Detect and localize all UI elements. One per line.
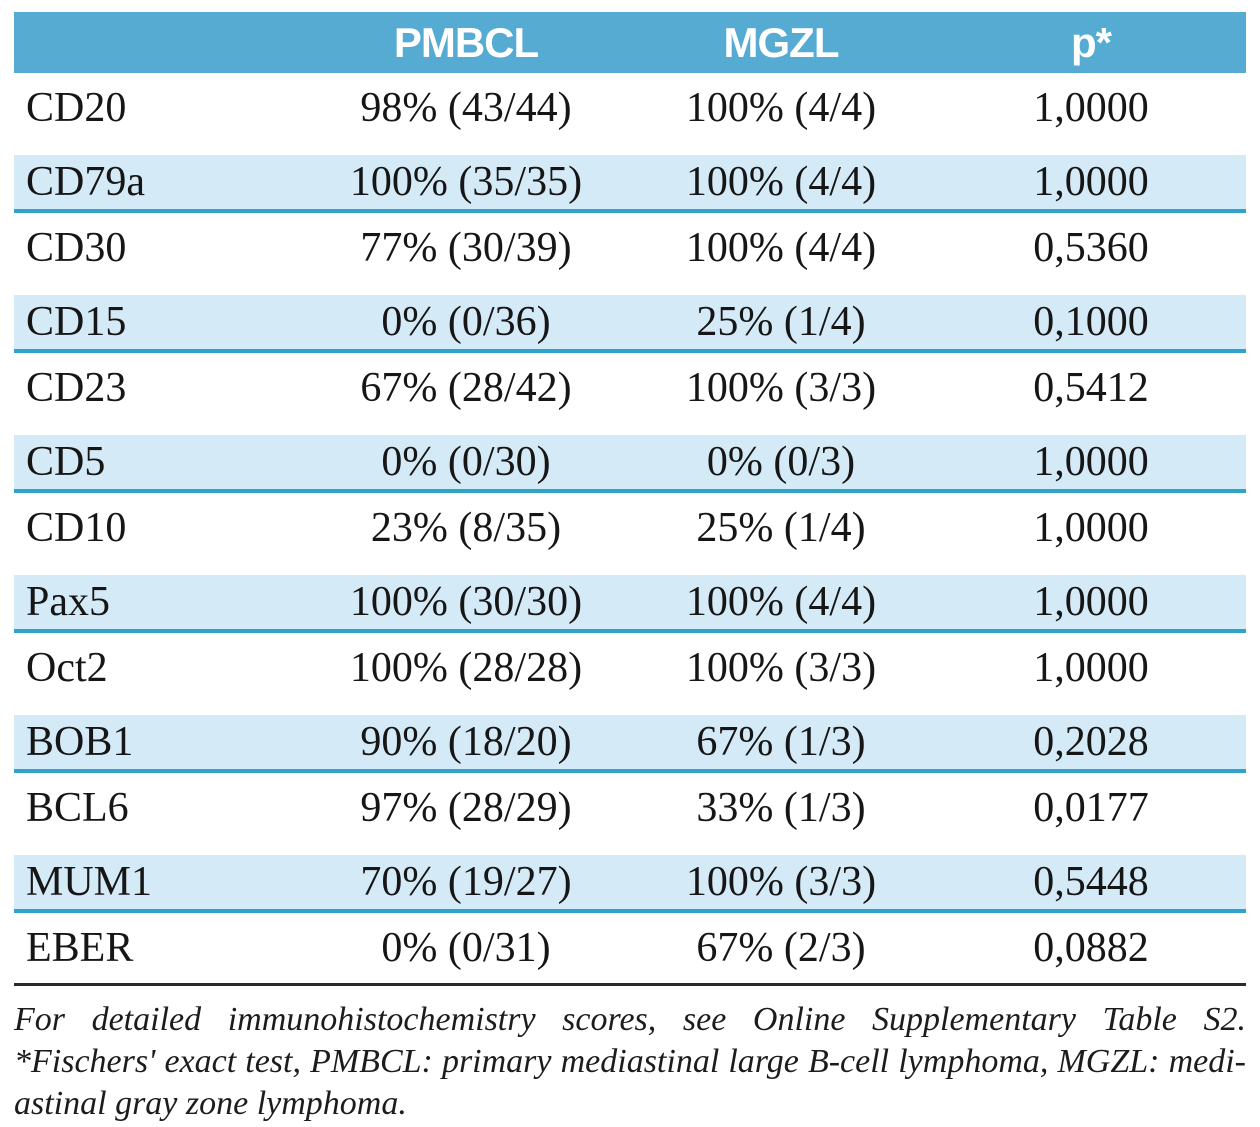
cell-p-value: 0,0177 <box>1033 785 1149 831</box>
row-label: Pax5 <box>26 579 110 625</box>
table-row: BOB1 90% (18/20) 67% (1/3) 0,2028 <box>14 703 1246 773</box>
column-header-mgzl: MGZL <box>723 18 840 66</box>
cell-pmbcl: 0% (0/31) <box>381 925 551 971</box>
row-label: Oct2 <box>26 645 108 691</box>
cell-p-value: 1,0000 <box>1033 579 1149 625</box>
cell-pmbcl: 100% (28/28) <box>349 645 583 691</box>
cell-p-value: 1,0000 <box>1033 645 1149 691</box>
cell-pmbcl: 0% (0/30) <box>381 439 551 485</box>
cell-pmbcl: 98% (43/44) <box>360 85 572 131</box>
cell-pmbcl: 70% (19/27) <box>360 859 572 905</box>
row-label: CD10 <box>26 505 127 551</box>
footnote-line-2: *Fischers' exact test, PMBCL: primary me… <box>14 1043 1246 1080</box>
cell-pmbcl: 97% (28/29) <box>360 785 572 831</box>
table-row: MUM1 70% (19/27) 100% (3/3) 0,5448 <box>14 843 1246 913</box>
table-row: CD23 67% (28/42) 100% (3/3) 0,5412 <box>14 353 1246 423</box>
cell-p-value: 0,5448 <box>1033 859 1149 905</box>
table-row: BCL6 97% (28/29) 33% (1/3) 0,0177 <box>14 773 1246 843</box>
table-row: CD5 0% (0/30) 0% (0/3) 1,0000 <box>14 423 1246 493</box>
table-footnote: For detailed immunohistochemistry scores… <box>14 986 1246 1125</box>
cell-pmbcl: 0% (0/36) <box>381 299 551 345</box>
cell-mgzl: 0% (0/3) <box>706 439 856 485</box>
cell-p-value: 1,0000 <box>1033 159 1149 205</box>
row-label: CD15 <box>26 299 127 345</box>
cell-p-value: 0,0882 <box>1033 925 1149 971</box>
column-header-p-value: p* <box>1071 18 1112 66</box>
cell-pmbcl: 67% (28/42) <box>360 365 572 411</box>
cell-pmbcl: 23% (8/35) <box>370 505 562 551</box>
table-row: CD15 0% (0/36) 25% (1/4) 0,1000 <box>14 283 1246 353</box>
cell-mgzl: 100% (4/4) <box>685 159 877 205</box>
row-label: CD23 <box>26 365 127 411</box>
table-header-row: PMBCL MGZL p* <box>14 12 1246 73</box>
row-label: MUM1 <box>26 859 153 905</box>
cell-pmbcl: 100% (30/30) <box>349 579 583 625</box>
table-body: CD20 98% (43/44) 100% (4/4) 1,0000 CD79a 100%… <box>14 73 1246 983</box>
cell-mgzl: 100% (3/3) <box>685 365 877 411</box>
table-row: CD10 23% (8/35) 25% (1/4) 1,0000 <box>14 493 1246 563</box>
row-label: CD79a <box>26 159 145 205</box>
row-label: EBER <box>26 925 134 971</box>
cell-pmbcl: 77% (30/39) <box>360 225 572 271</box>
table-row: EBER 0% (0/31) 67% (2/3) 0,0882 <box>14 913 1246 983</box>
footnote-line-1: For detailed immunohistochemistry scores… <box>14 1001 1246 1038</box>
cell-p-value: 1,0000 <box>1033 505 1149 551</box>
cell-p-value: 0,1000 <box>1033 299 1149 345</box>
row-label: CD20 <box>26 85 127 131</box>
cell-p-value: 0,2028 <box>1033 719 1149 765</box>
footnote-line-3: astinal gray zone lymphoma. <box>14 1085 407 1122</box>
cell-mgzl: 25% (1/4) <box>696 299 866 345</box>
cell-mgzl: 67% (2/3) <box>696 925 866 971</box>
cell-p-value: 1,0000 <box>1033 439 1149 485</box>
row-label: CD5 <box>26 439 106 485</box>
cell-mgzl: 100% (4/4) <box>685 225 877 271</box>
table-row: Oct2 100% (28/28) 100% (3/3) 1,0000 <box>14 633 1246 703</box>
cell-mgzl: 25% (1/4) <box>696 505 866 551</box>
row-label: CD30 <box>26 225 127 271</box>
cell-p-value: 0,5412 <box>1033 365 1149 411</box>
row-label: BCL6 <box>26 785 129 831</box>
cell-mgzl: 100% (4/4) <box>685 85 877 131</box>
table-bottom-rule <box>14 983 1246 986</box>
cell-mgzl: 33% (1/3) <box>696 785 866 831</box>
column-header-pmbcl: PMBCL <box>393 18 539 66</box>
cell-pmbcl: 90% (18/20) <box>360 719 572 765</box>
cell-pmbcl: 100% (35/35) <box>349 159 583 205</box>
cell-mgzl: 100% (4/4) <box>685 579 877 625</box>
cell-mgzl: 100% (3/3) <box>685 859 877 905</box>
cell-mgzl: 100% (3/3) <box>685 645 877 691</box>
table-row: CD30 77% (30/39) 100% (4/4) 0,5360 <box>14 213 1246 283</box>
cell-p-value: 1,0000 <box>1033 85 1149 131</box>
table-row: Pax5 100% (30/30) 100% (4/4) 1,0000 <box>14 563 1246 633</box>
table-row: CD20 98% (43/44) 100% (4/4) 1,0000 <box>14 73 1246 143</box>
table-row: CD79a 100% (35/35) 100% (4/4) 1,0000 <box>14 143 1246 213</box>
cell-p-value: 0,5360 <box>1033 225 1149 271</box>
row-label: BOB1 <box>26 719 134 765</box>
cell-mgzl: 67% (1/3) <box>696 719 866 765</box>
